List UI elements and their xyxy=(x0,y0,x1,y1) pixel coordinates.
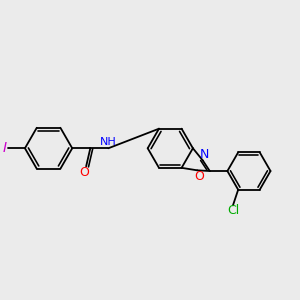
Text: N: N xyxy=(200,148,209,161)
Text: NH: NH xyxy=(100,137,117,147)
Text: O: O xyxy=(194,170,204,183)
Text: I: I xyxy=(3,141,7,155)
Text: Cl: Cl xyxy=(227,204,239,218)
Text: O: O xyxy=(80,166,89,179)
